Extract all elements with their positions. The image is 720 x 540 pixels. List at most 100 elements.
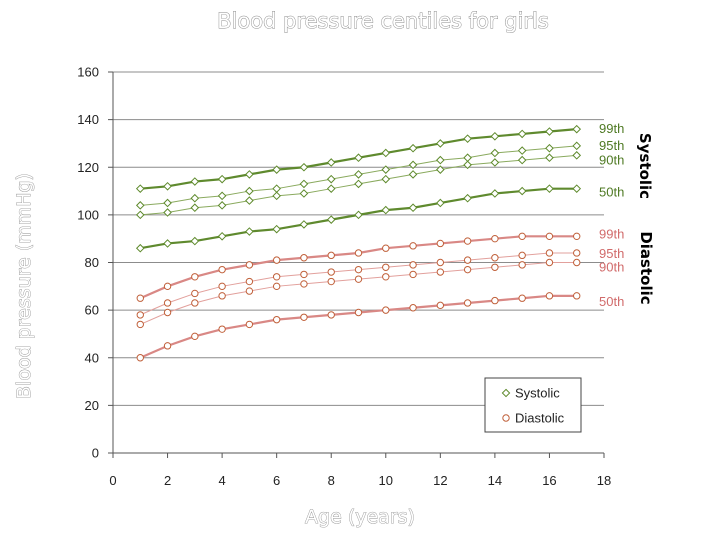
systolic-90th-point	[436, 165, 445, 174]
systolic-95th-point	[245, 186, 254, 196]
systolic-95th-point	[163, 198, 172, 208]
systolic-99th-point	[490, 131, 500, 141]
systolic-90th-point	[354, 179, 363, 189]
series-group	[135, 124, 582, 362]
systolic-99th-point	[545, 127, 554, 136]
x-tick-label: 8	[328, 473, 335, 488]
diastolic-50th-point	[436, 301, 445, 310]
diastolic-90th-point	[327, 277, 335, 286]
systolic-95th-point	[436, 155, 445, 165]
systolic-95th-point	[354, 170, 363, 179]
diastolic-90th-point	[518, 261, 526, 269]
diastolic-99th-point	[436, 239, 445, 248]
diastolic-99th-point	[327, 251, 335, 260]
diastolic-99th-label: 99th	[599, 226, 624, 241]
diastolic-50th-point	[573, 292, 581, 300]
legend-box	[484, 377, 582, 433]
diastolic-90th-point	[409, 270, 417, 279]
diastolic-side-label: Diastolic	[637, 231, 655, 304]
systolic-90th-point	[463, 160, 472, 170]
diastolic-95th-point	[191, 289, 199, 298]
x-tick-label: 10	[379, 473, 393, 488]
systolic-90th-point	[190, 203, 200, 213]
systolic-95th-point	[272, 184, 281, 193]
systolic-95th-point	[135, 201, 145, 210]
diastolic-95th-point	[354, 265, 363, 274]
systolic-90th-point	[217, 201, 227, 210]
diastolic-99th-point	[300, 254, 308, 262]
diastolic-95th-point	[518, 251, 526, 260]
systolic-50th-point	[381, 205, 391, 215]
systolic-90th-point	[245, 196, 254, 205]
diastolic-99th-point	[136, 294, 144, 302]
systolic-50th-point	[272, 224, 281, 234]
y-tick-label: 40	[85, 350, 99, 365]
diastolic-50th-point	[272, 315, 281, 324]
diastolic-95th-label: 95th	[599, 246, 624, 261]
diastolic-legend-label: Diastolic	[515, 411, 565, 426]
systolic-90th-point	[517, 155, 527, 165]
diastolic-50th-point	[163, 342, 172, 350]
systolic-95th-point	[463, 153, 472, 163]
grid-lines	[113, 71, 604, 406]
diastolic-90th-point	[300, 280, 308, 288]
diastolic-50th-point	[491, 296, 499, 305]
systolic-95th-point	[408, 160, 418, 170]
systolic-99th-point	[381, 148, 391, 158]
systolic-90th-point	[135, 210, 145, 220]
systolic-99th-point	[517, 129, 527, 139]
systolic-90th-point	[299, 189, 309, 198]
systolic-50th-point	[463, 193, 472, 203]
systolic-50th-point	[517, 186, 527, 196]
diastolic-99th-point	[245, 261, 254, 269]
diastolic-50th-point	[136, 354, 144, 362]
systolic-90th-point	[490, 158, 500, 167]
systolic-99th-point	[408, 143, 418, 153]
diastolic-50th-point	[327, 311, 335, 319]
diastolic-95th-point	[436, 258, 445, 267]
diastolic-95th-point	[136, 311, 144, 319]
systolic-99th-point	[354, 153, 363, 163]
systolic-95th-point	[326, 174, 336, 184]
diastolic-90th-point	[573, 258, 581, 267]
systolic-99th-point	[572, 124, 582, 134]
diastolic-95th-point	[163, 299, 172, 307]
diastolic-90th-point	[545, 258, 554, 267]
systolic-90th-point	[381, 174, 391, 184]
diastolic-95th-point	[300, 270, 308, 279]
diastolic-90th-point	[136, 320, 144, 329]
systolic-95th-point	[545, 143, 554, 153]
diastolic-50th-point	[191, 332, 199, 341]
diastolic-90th-point	[163, 308, 172, 317]
systolic-95th-point	[572, 141, 582, 151]
diastolic-99th-point	[518, 232, 526, 241]
diastolic-90th-point	[382, 273, 390, 281]
systolic-50th-point	[299, 220, 309, 229]
systolic-90th-point	[572, 151, 582, 160]
y-tick-label: 60	[85, 303, 99, 318]
systolic-legend-marker	[501, 388, 511, 398]
x-tick-label: 16	[542, 473, 556, 488]
diastolic-99th-point	[218, 265, 226, 274]
systolic-99th-point	[163, 181, 172, 191]
diastolic-99th-point	[491, 234, 499, 243]
axes: 0 20 40 60 80 100 120 140 160 0 2 4 6 8 10 12 14 16 18	[77, 65, 611, 489]
diastolic-50th-point	[409, 304, 417, 312]
systolic-90th-label: 90th	[599, 152, 624, 167]
systolic-95th-point	[299, 179, 309, 189]
diastolic-95th-point	[382, 263, 390, 271]
diastolic-99th-point	[573, 232, 581, 241]
diastolic-99th-point	[463, 237, 472, 245]
systolic-99th-point	[299, 162, 309, 172]
diastolic-99th-point	[409, 242, 417, 250]
systolic-99th-point	[217, 174, 227, 184]
systolic-95th-label: 95th	[599, 138, 624, 153]
systolic-95th-point	[517, 146, 527, 155]
diastolic-90th-point	[191, 299, 199, 307]
diastolic-90th-point	[436, 268, 445, 276]
systolic-50th-label: 50th	[599, 185, 624, 200]
diastolic-95th-point	[491, 254, 499, 262]
y-tick-label: 140	[77, 112, 99, 127]
diastolic-50th-point	[518, 294, 526, 302]
